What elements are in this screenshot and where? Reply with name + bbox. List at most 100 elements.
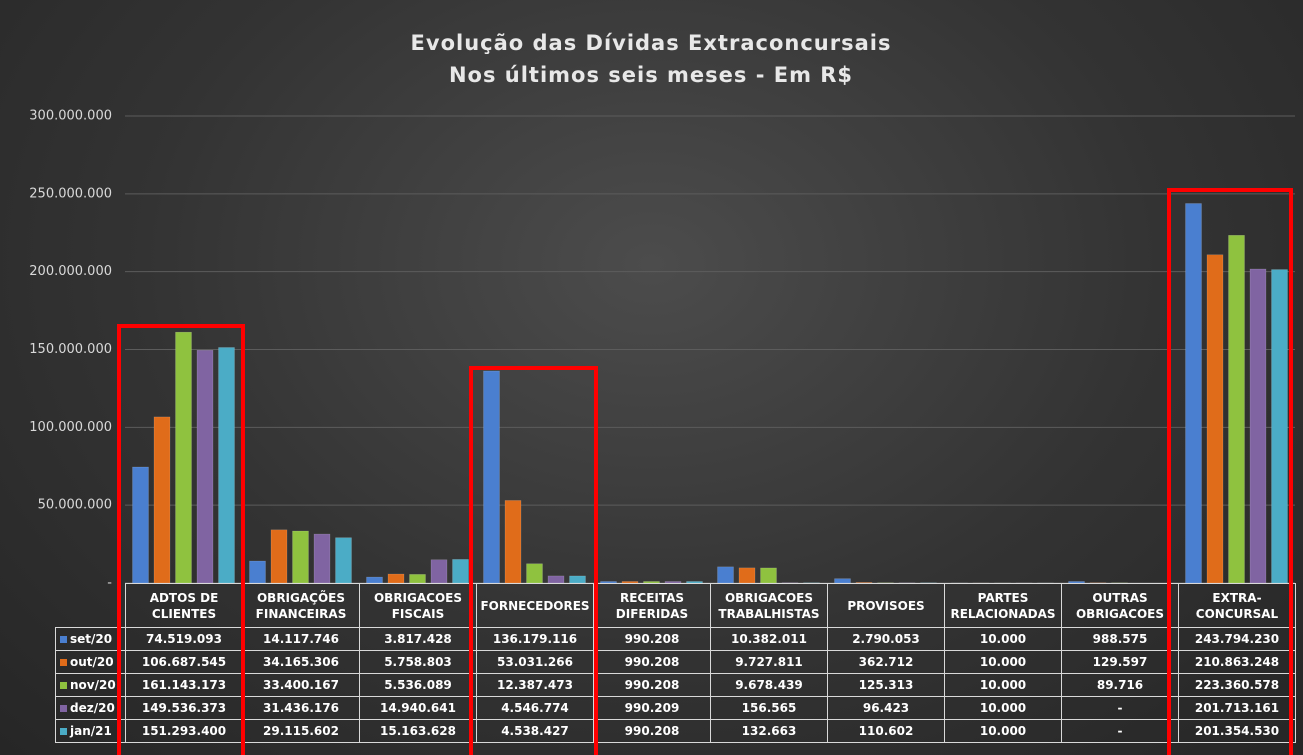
- table-row: nov/20 161.143.173 33.400.167 5.536.089 12.3…: [55, 673, 1296, 697]
- value-label: 96.423: [827, 696, 945, 720]
- value-label: 10.000: [944, 627, 1062, 651]
- value-label: 10.000: [944, 719, 1062, 743]
- value-label: 14.940.641: [359, 696, 477, 720]
- value-label: 5.536.089: [359, 673, 477, 697]
- y-tick-label: 300.000.000: [29, 109, 112, 124]
- x-tick-label: OBRIGACOES FISCAIS: [359, 583, 477, 628]
- table-row: dez/20 149.536.373 31.436.176 14.940.641 4.5…: [55, 696, 1296, 720]
- legend-label: out/20: [70, 655, 114, 669]
- value-label: 210.863.248: [1178, 650, 1296, 674]
- x-tick-label: PROVISOES: [827, 583, 945, 628]
- data-table: ADTOS DE CLIENTES OBRIGAÇÕES FINANCEIRAS O…: [55, 583, 1296, 743]
- value-label: 33.400.167: [242, 673, 360, 697]
- bar: [335, 537, 352, 584]
- value-label: 106.687.545: [125, 650, 243, 674]
- value-label: 15.163.628: [359, 719, 477, 743]
- bar: [409, 574, 426, 584]
- value-label: 10.000: [944, 673, 1062, 697]
- value-label: 990.208: [593, 673, 711, 697]
- legend-cell: dez/20: [55, 696, 126, 720]
- value-label: 223.360.578: [1178, 673, 1296, 697]
- value-label: 990.208: [593, 719, 711, 743]
- legend-cell: set/20: [55, 627, 126, 651]
- bar: [1249, 268, 1267, 584]
- value-label: 151.293.400: [125, 719, 243, 743]
- bar: [1185, 203, 1202, 584]
- legend-swatch: [60, 705, 67, 712]
- value-label: 161.143.173: [125, 673, 243, 697]
- bar: [270, 529, 288, 584]
- value-label: 9.678.439: [710, 673, 828, 697]
- value-label: 201.354.530: [1178, 719, 1296, 743]
- y-tick-label: 250.000.000: [29, 186, 112, 201]
- value-label: 31.436.176: [242, 696, 360, 720]
- bar: [132, 466, 149, 584]
- value-label: -: [1061, 719, 1179, 743]
- value-label: 149.536.373: [125, 696, 243, 720]
- bar: [292, 530, 309, 584]
- bar: [1228, 235, 1245, 584]
- value-label: 34.165.306: [242, 650, 360, 674]
- bar: [526, 563, 543, 584]
- value-label: 362.712: [827, 650, 945, 674]
- legend-label: nov/20: [70, 678, 116, 692]
- value-label: 3.817.428: [359, 627, 477, 651]
- x-tick-label: EXTRA-CONCURSAL: [1178, 583, 1296, 628]
- bar: [717, 566, 734, 584]
- value-label: 29.115.602: [242, 719, 360, 743]
- value-label: 9.727.811: [710, 650, 828, 674]
- x-tick-label: PARTES RELACIONADAS: [944, 583, 1062, 628]
- legend-cell: jan/21: [55, 719, 126, 743]
- legend-label: dez/20: [70, 701, 115, 715]
- value-label: 2.790.053: [827, 627, 945, 651]
- bar: [387, 573, 405, 584]
- value-label: 201.713.161: [1178, 696, 1296, 720]
- value-label: 4.546.774: [476, 696, 594, 720]
- table-row: set/20 74.519.093 14.117.746 3.817.428 136.1…: [55, 627, 1296, 651]
- value-label: 125.313: [827, 673, 945, 697]
- table-row: jan/21 151.293.400 29.115.602 15.163.628 4.5…: [55, 719, 1296, 743]
- bar: [452, 559, 469, 584]
- value-label: 156.565: [710, 696, 828, 720]
- bar: [313, 533, 331, 584]
- bar: [483, 370, 500, 584]
- y-tick-label: 100.000.000: [29, 420, 112, 435]
- x-tick-label: OBRIGACOES TRABALHISTAS: [710, 583, 828, 628]
- value-label: -: [1061, 696, 1179, 720]
- legend-label: jan/21: [70, 724, 112, 738]
- bar: [569, 575, 586, 584]
- bar: [504, 500, 522, 584]
- bar: [430, 559, 448, 584]
- value-label: 990.208: [593, 650, 711, 674]
- legend-cell: out/20: [55, 650, 126, 674]
- bar: [1271, 269, 1288, 584]
- value-label: 136.179.116: [476, 627, 594, 651]
- legend-swatch: [60, 728, 67, 735]
- value-label: 10.000: [944, 696, 1062, 720]
- value-label: 10.000: [944, 650, 1062, 674]
- bar: [600, 581, 617, 584]
- bar: [760, 567, 777, 584]
- chart-title: Evolução das Dívidas Extraconcursais: [411, 31, 892, 55]
- bar: [175, 331, 192, 584]
- value-label: 12.387.473: [476, 673, 594, 697]
- value-label: 990.209: [593, 696, 711, 720]
- bar: [196, 349, 214, 584]
- x-tick-label: ADTOS DE CLIENTES: [125, 583, 243, 628]
- x-tick-label: OBRIGAÇÕES FINANCEIRAS: [242, 583, 360, 628]
- value-label: 132.663: [710, 719, 828, 743]
- value-label: 988.575: [1061, 627, 1179, 651]
- bar: [547, 575, 565, 584]
- table-row: out/20 106.687.545 34.165.306 5.758.803 53.0…: [55, 650, 1296, 674]
- y-tick-label: 200.000.000: [29, 264, 112, 279]
- value-label: 129.597: [1061, 650, 1179, 674]
- bar: [834, 578, 851, 584]
- value-label: 990.208: [593, 627, 711, 651]
- chart-subtitle: Nos últimos seis meses - Em R$: [449, 63, 853, 87]
- y-tick-label: 150.000.000: [29, 342, 112, 357]
- value-label: 110.602: [827, 719, 945, 743]
- legend-swatch: [60, 659, 67, 666]
- x-tick-label: OUTRAS OBRIGACOES: [1061, 583, 1179, 628]
